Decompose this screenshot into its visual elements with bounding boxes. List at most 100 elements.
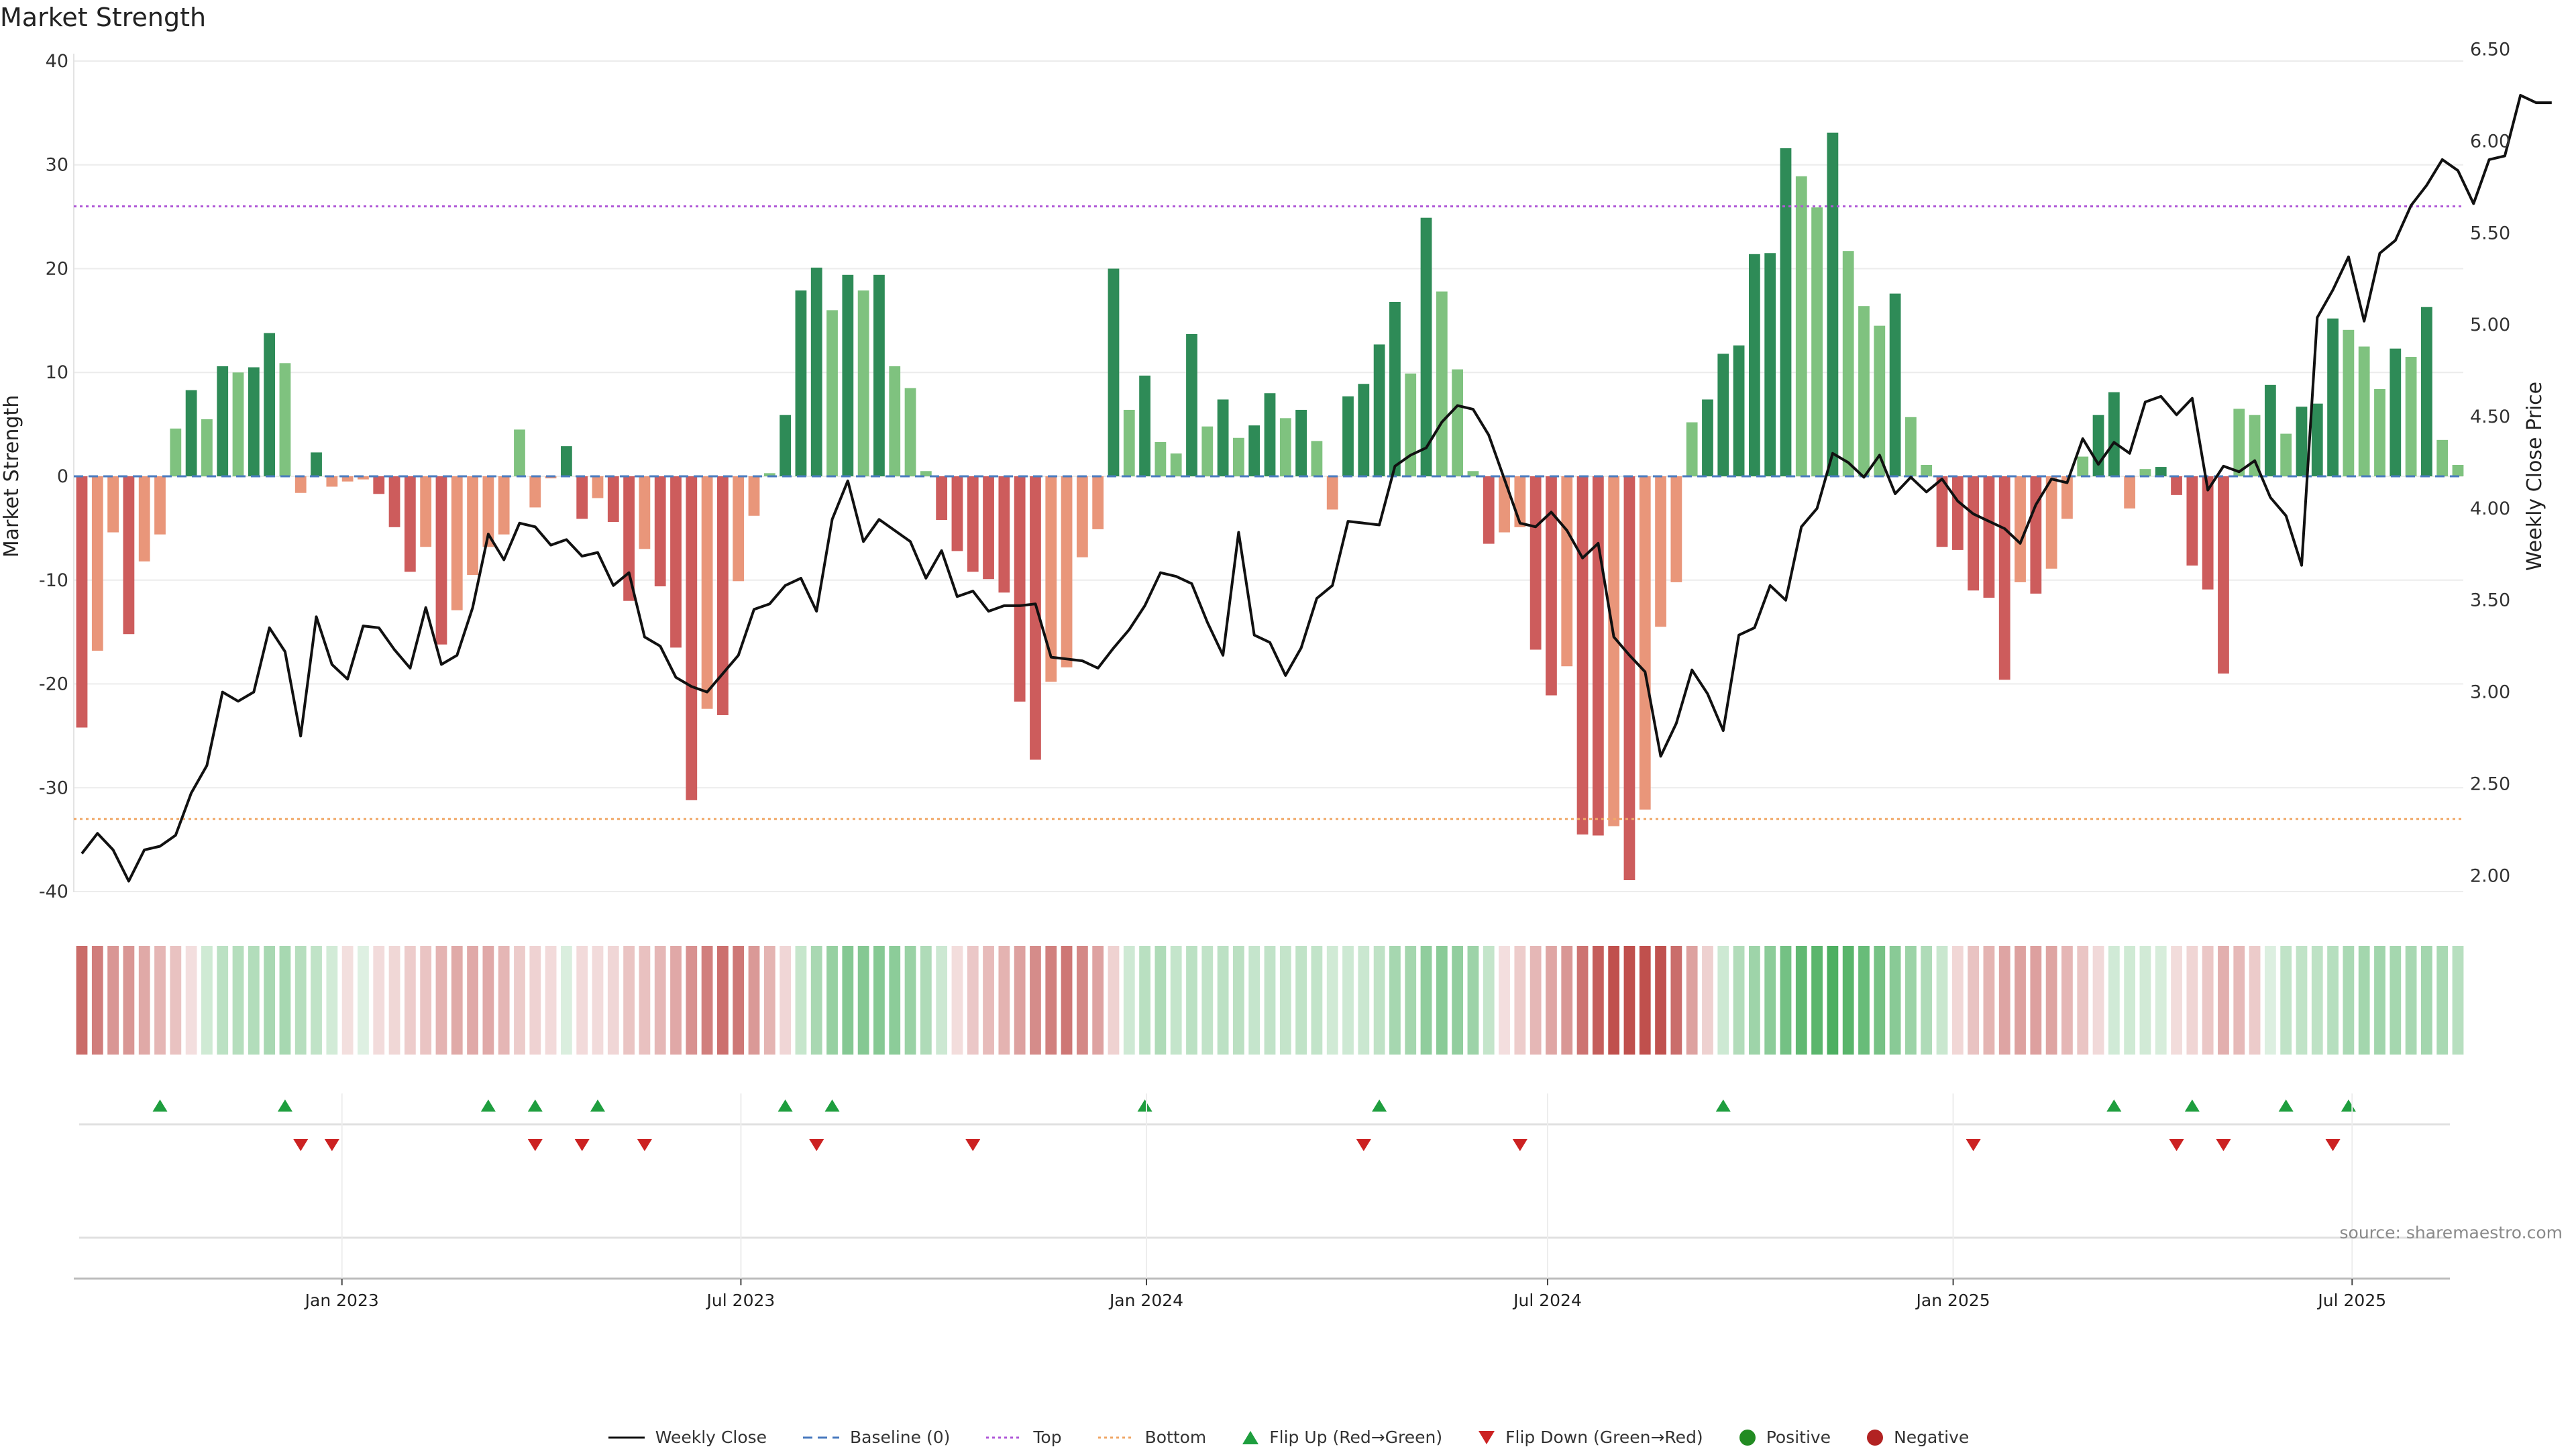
- strength-bar: [1998, 476, 2010, 680]
- heat-cell: [404, 946, 416, 1055]
- heat-cell: [1326, 946, 1338, 1055]
- strength-bar: [1436, 291, 1448, 476]
- strength-bar: [2202, 476, 2214, 590]
- strength-bar: [435, 476, 447, 645]
- heat-cell: [1108, 946, 1120, 1055]
- strength-bar: [857, 290, 869, 476]
- strength-bar: [1279, 418, 1291, 476]
- strength-bar: [1874, 325, 1886, 476]
- strength-bar: [1733, 345, 1745, 476]
- strength-bar: [1811, 207, 1823, 476]
- flip-up-marker: [2184, 1099, 2200, 1112]
- strength-bar: [1108, 268, 1120, 476]
- strength-bar: [623, 476, 635, 601]
- strength-bar: [467, 476, 478, 576]
- heat-cell: [733, 946, 745, 1055]
- heat-cell: [1389, 946, 1401, 1055]
- strength-bar: [1248, 425, 1260, 476]
- strength-bar: [2264, 384, 2276, 476]
- heat-cell: [123, 946, 135, 1055]
- flip-down-marker: [965, 1139, 981, 1151]
- heat-cell: [1795, 946, 1807, 1055]
- heat-cell: [248, 946, 260, 1055]
- strength-bar: [967, 476, 979, 572]
- flip-down-marker: [2216, 1139, 2231, 1151]
- heat-cell: [1733, 946, 1745, 1055]
- chart-legend: Weekly Close Baseline (0) Top Bottom Fli…: [0, 1428, 2576, 1447]
- strength-bar: [1420, 217, 1432, 476]
- strength-bar: [2327, 318, 2339, 476]
- heat-cell: [1233, 946, 1244, 1055]
- heat-cell: [1905, 946, 1917, 1055]
- flip-down-marker: [293, 1139, 309, 1151]
- heat-cell: [763, 946, 775, 1055]
- strength-bar: [1139, 375, 1150, 476]
- strength-bar: [1217, 399, 1229, 476]
- y2-tick-label: 6.00: [2470, 131, 2510, 152]
- strength-bar: [2186, 476, 2198, 566]
- flip-up-marker: [2341, 1099, 2356, 1112]
- heat-cell: [748, 946, 760, 1055]
- heat-cell: [1076, 946, 1088, 1055]
- weekly-close-line: [80, 94, 2552, 883]
- heat-cell: [2233, 946, 2245, 1055]
- strength-bar: [1702, 399, 1713, 476]
- legend-label: Flip Up (Red→Green): [1269, 1428, 1443, 1447]
- heat-cell: [2264, 946, 2276, 1055]
- strength-bar: [998, 476, 1010, 593]
- strength-bar: [2171, 476, 2182, 495]
- heat-cell: [326, 946, 338, 1055]
- heat-cell: [107, 946, 119, 1055]
- heat-cell: [654, 946, 666, 1055]
- strength-bar: [795, 290, 807, 476]
- legend-negative: Negative: [1866, 1428, 1969, 1447]
- strength-bar: [717, 476, 729, 715]
- strength-bar: [826, 310, 838, 476]
- heat-cell: [623, 946, 635, 1055]
- heat-cell: [1592, 946, 1604, 1055]
- strength-bar: [1780, 148, 1792, 476]
- strength-bar: [326, 476, 338, 487]
- heat-cell: [2343, 946, 2355, 1055]
- heat-cell: [701, 946, 713, 1055]
- strength-bar: [592, 476, 604, 498]
- heat-cell: [951, 946, 963, 1055]
- strength-bar: [201, 419, 213, 476]
- heat-cell: [1748, 946, 1760, 1055]
- heat-cell: [498, 946, 510, 1055]
- x-tick-label: Jan 2025: [1915, 1291, 1990, 1310]
- strength-bar: [2061, 476, 2073, 519]
- strength-bar: [248, 367, 260, 476]
- y2-tick-label: 3.00: [2470, 682, 2510, 703]
- flip-up-marker: [1137, 1099, 1152, 1112]
- strength-bar: [2155, 467, 2167, 476]
- heat-cell: [1529, 946, 1542, 1055]
- strength-bar: [2092, 415, 2104, 476]
- heat-cell: [1514, 946, 1526, 1055]
- flip-down-marker: [1966, 1139, 1981, 1151]
- strength-bar: [107, 476, 119, 533]
- y2-tick-label: 3.50: [2470, 590, 2510, 611]
- heat-cell: [1889, 946, 1901, 1055]
- strength-bar: [686, 476, 698, 800]
- heat-cell: [780, 946, 792, 1055]
- heat-cell: [170, 946, 182, 1055]
- strength-bar: [1623, 476, 1635, 881]
- heat-cell: [717, 946, 729, 1055]
- strength-bar: [264, 333, 276, 476]
- strength-bar: [1295, 409, 1307, 476]
- strength-bar: [2374, 389, 2385, 476]
- legend-flip-down: Flip Down (Green→Red): [1477, 1428, 1703, 1447]
- heat-cell: [1061, 946, 1073, 1055]
- legend-baseline: Baseline (0): [802, 1428, 950, 1447]
- heat-cell: [2280, 946, 2292, 1055]
- strength-bar: [1842, 251, 1854, 476]
- flip-down-marker: [809, 1139, 824, 1151]
- flip-up-marker: [152, 1099, 168, 1112]
- heat-cell: [1201, 946, 1214, 1055]
- heat-cell: [264, 946, 276, 1055]
- strength-bar: [498, 476, 510, 535]
- heat-cell: [2171, 946, 2182, 1055]
- heat-cell: [967, 946, 979, 1055]
- heat-cell: [639, 946, 651, 1055]
